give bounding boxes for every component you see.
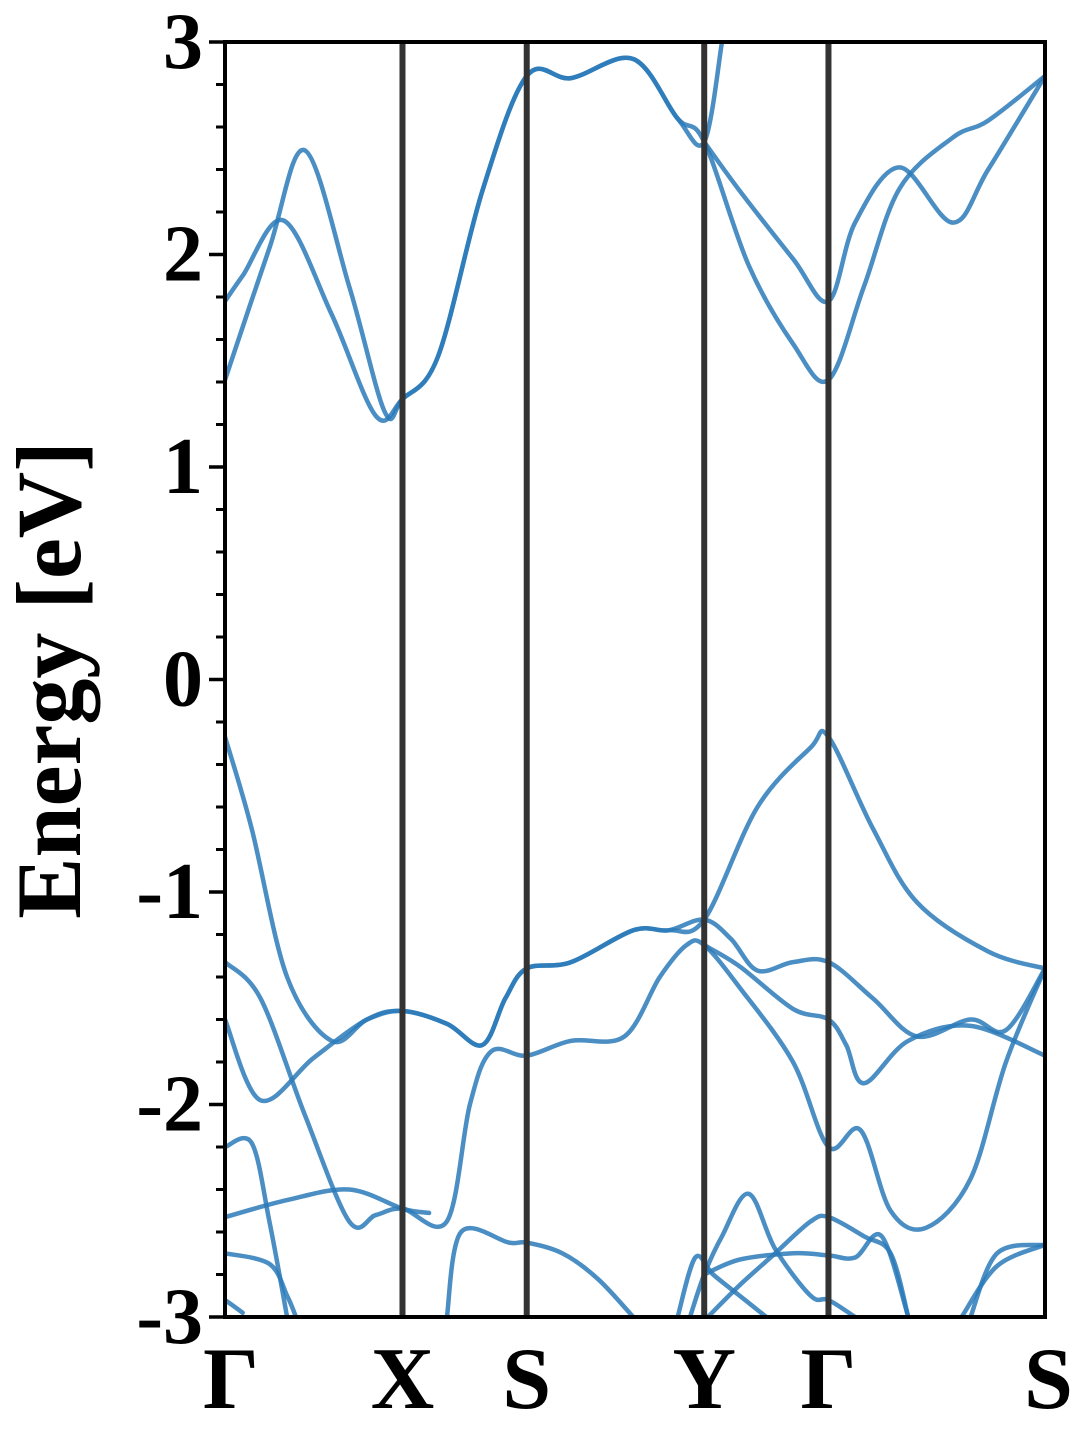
y-tick-label: 2 <box>163 211 203 299</box>
band-line-6 <box>225 917 1045 1104</box>
k-path-divider-lines <box>399 42 832 1317</box>
band-line-8 <box>225 1135 290 1317</box>
band-line-5 <box>225 938 1045 1232</box>
band-line-2 <box>225 42 725 423</box>
band-line-15 <box>701 1231 911 1317</box>
x-tick-label: Γ <box>800 1331 856 1428</box>
band-lines <box>225 42 1045 1317</box>
y-major-ticks <box>209 40 225 1319</box>
band-line-17 <box>959 1242 1045 1317</box>
x-tick-label: S <box>1024 1331 1073 1428</box>
x-tick-label: Y <box>672 1331 736 1428</box>
plot-frame <box>223 40 1047 1319</box>
band-line-18 <box>968 1242 1045 1317</box>
band-line-7 <box>701 942 1045 1086</box>
band-line-4 <box>225 728 1045 1048</box>
band-line-10 <box>225 1251 299 1317</box>
x-tick-label: Γ <box>203 1331 259 1428</box>
y-tick-label: 0 <box>163 636 203 724</box>
y-tick-label: 3 <box>163 0 203 86</box>
band-line-3 <box>701 73 1045 305</box>
y-tick-label: -2 <box>136 1061 203 1149</box>
band-line-13 <box>675 1253 769 1317</box>
band-line-9 <box>225 1187 432 1220</box>
band-line-11 <box>225 1297 245 1316</box>
x-tick-label: X <box>371 1331 435 1428</box>
y-tick-label: -3 <box>136 1273 203 1361</box>
y-tick-label: 1 <box>163 423 203 511</box>
band-line-12 <box>444 1225 636 1317</box>
y-tick-labels: -3 -2 -1 0 1 2 3 <box>136 0 203 1361</box>
x-tick-label: S <box>502 1331 551 1428</box>
band-line-16 <box>705 1213 911 1317</box>
band-line-1 <box>225 55 1045 422</box>
y-tick-label: -1 <box>136 848 203 936</box>
y-axis-title: Energy [eV] <box>0 441 100 919</box>
